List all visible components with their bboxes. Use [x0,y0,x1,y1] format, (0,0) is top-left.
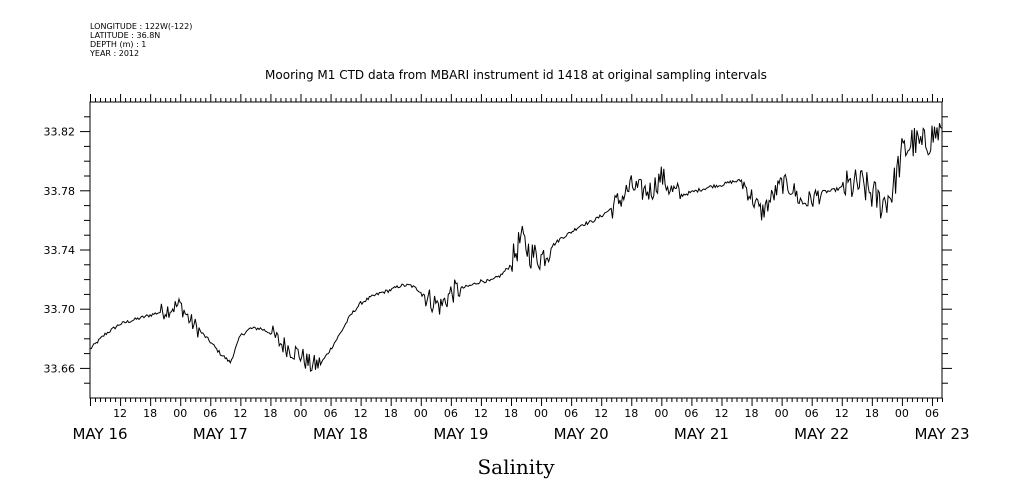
x-hour-label: 12 [233,407,247,420]
x-hour-label: 12 [594,407,608,420]
x-hour-label: 06 [203,407,217,420]
x-hour-label: 18 [384,407,398,420]
x-hour-label: 18 [624,407,638,420]
chart-title: Mooring M1 CTD data from MBARI instrumen… [265,68,767,82]
y-tick-label: 33.70 [44,303,76,316]
x-day-label: MAY 16 [72,425,127,443]
x-hour-label: 06 [805,407,819,420]
x-day-label: MAY 19 [433,425,488,443]
x-day-label: MAY 18 [313,425,368,443]
x-hour-label: 12 [354,407,368,420]
x-day-label: MAY 21 [674,425,729,443]
x-hour-label: 18 [745,407,759,420]
y-tick-label: 33.78 [44,185,76,198]
meta-latitude: LATITUDE : 36.8N [90,31,161,40]
salinity-series-line [90,123,943,372]
x-day-labels: MAY 16 MAY 17 MAY 18 MAY 19 MAY 20 MAY 21 MAY … [72,425,969,443]
y-tick-label: 33.82 [44,126,76,139]
x-hour-label: 00 [775,407,789,420]
y-tick-label: 33.66 [44,362,76,375]
meta-depth: DEPTH (m) : 1 [90,40,147,49]
x-hour-label: 18 [865,407,879,420]
x-hour-label: 00 [534,407,548,420]
x-hour-label: 12 [474,407,488,420]
x-hour-label: 12 [835,407,849,420]
meta-longitude: LONGITUDE : 122W(-122) [90,22,193,31]
plot-frame [89,101,943,399]
x-hour-label: 18 [504,407,518,420]
x-day-label: MAY 17 [193,425,248,443]
axis-ticks [80,94,952,406]
x-hour-label: 06 [925,407,939,420]
x-hour-label: 00 [173,407,187,420]
x-axis-label: Salinity [477,455,555,479]
x-hour-label: 06 [444,407,458,420]
x-hour-label: 06 [684,407,698,420]
meta-year: YEAR : 2012 [90,49,140,58]
x-hour-label: 00 [654,407,668,420]
x-hour-label: 00 [895,407,909,420]
y-tick-labels: 33.66 33.70 33.74 33.78 33.82 [44,126,76,376]
x-hour-label: 00 [293,407,307,420]
x-day-label: MAY 23 [914,425,969,443]
x-hour-label: 06 [324,407,338,420]
metadata-block: LONGITUDE : 122W(-122) LATITUDE : 36.8N … [90,22,192,58]
x-hour-label: 18 [263,407,277,420]
x-hour-labels: 12 18 00 06 12 18 00 06 12 18 00 06 12 18 00 06 12 18 00 06… [113,407,939,420]
x-hour-label: 12 [714,407,728,420]
x-hour-label: 06 [564,407,578,420]
x-day-label: MAY 20 [554,425,609,443]
x-hour-label: 00 [414,407,428,420]
x-hour-label: 12 [113,407,127,420]
x-day-label: MAY 22 [794,425,849,443]
x-hour-label: 18 [143,407,157,420]
y-tick-label: 33.74 [44,244,76,257]
